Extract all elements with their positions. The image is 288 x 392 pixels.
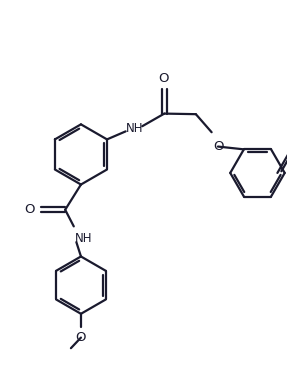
Text: NH: NH [126, 122, 143, 135]
Text: NH: NH [75, 232, 93, 245]
Text: O: O [213, 140, 223, 153]
Text: O: O [24, 203, 35, 216]
Text: O: O [158, 72, 169, 85]
Text: O: O [76, 331, 86, 344]
